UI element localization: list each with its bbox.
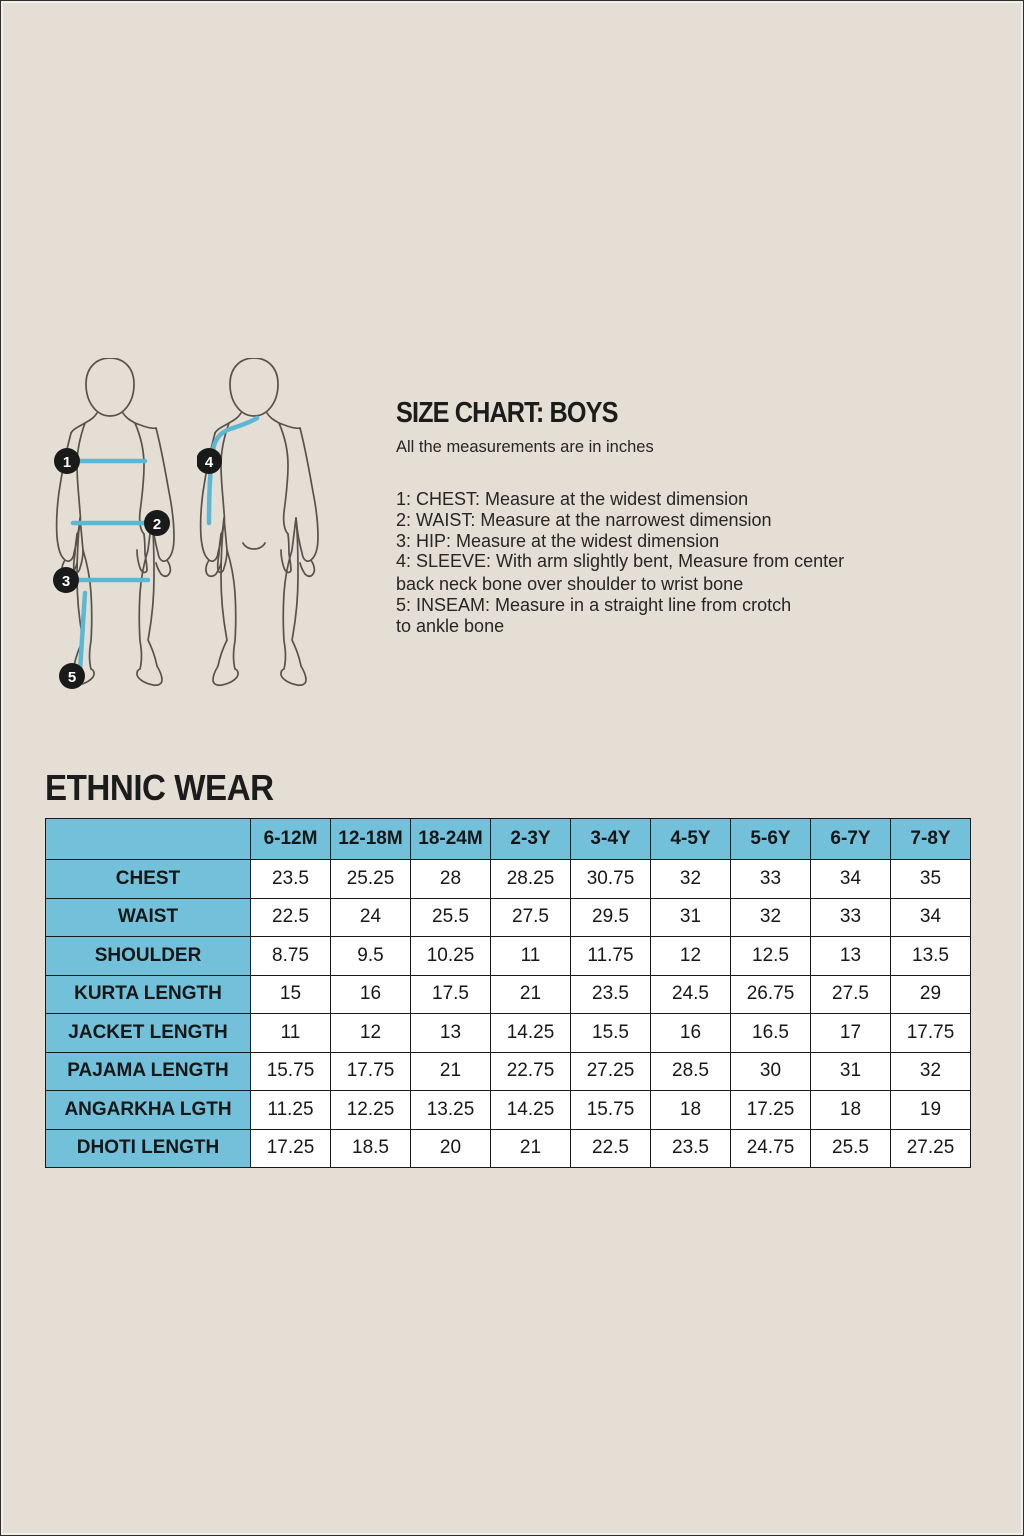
svg-text:3: 3: [62, 573, 70, 590]
svg-text:2: 2: [153, 516, 161, 533]
svg-text:5: 5: [68, 669, 76, 686]
svg-text:4: 4: [205, 454, 214, 471]
svg-text:1: 1: [63, 454, 71, 471]
